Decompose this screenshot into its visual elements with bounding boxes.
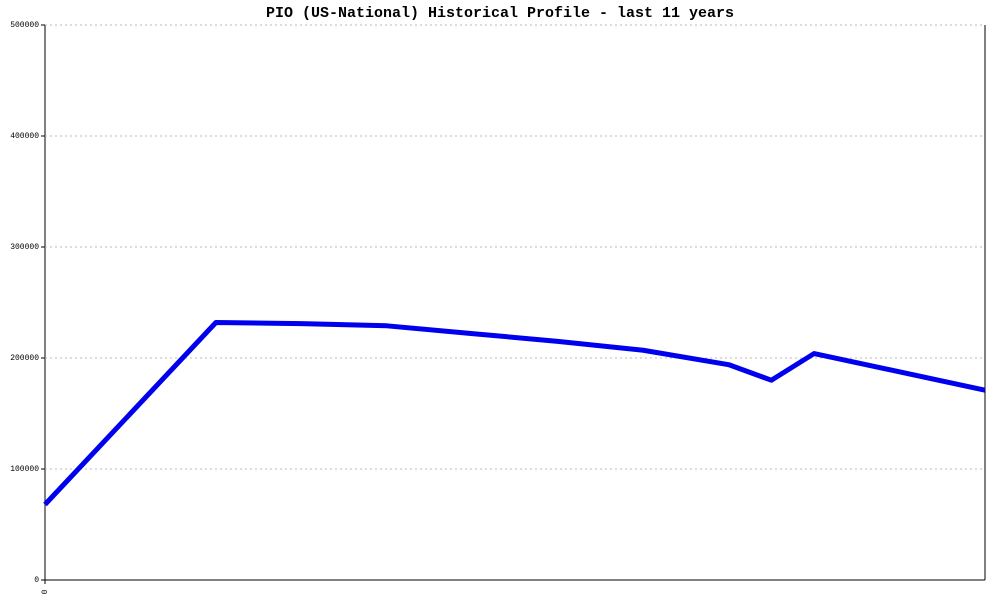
chart-title: PIO (US-National) Historical Profile - l… xyxy=(266,5,734,22)
x-tick-label: 0 xyxy=(41,589,50,594)
y-tick-label: 500000 xyxy=(10,21,39,30)
data-line xyxy=(43,319,986,507)
y-tick-label: 0 xyxy=(34,576,39,585)
y-tick-label: 200000 xyxy=(10,354,39,363)
y-tick-label: 300000 xyxy=(10,243,39,252)
y-tick-label: 400000 xyxy=(10,132,39,141)
y-tick-label: 100000 xyxy=(10,465,39,474)
